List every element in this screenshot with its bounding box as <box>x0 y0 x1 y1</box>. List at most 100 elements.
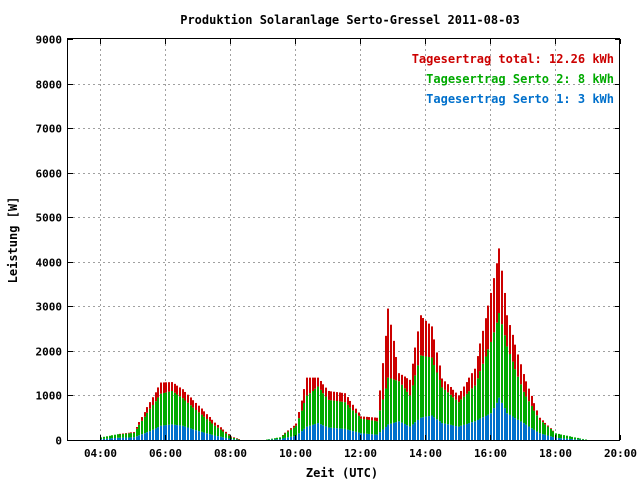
bar-segment <box>282 435 284 436</box>
bar-segment <box>222 437 224 440</box>
bar-segment <box>517 376 519 420</box>
bar-segment <box>368 417 370 420</box>
bar-segment <box>547 435 549 440</box>
bar-segment <box>301 400 303 411</box>
bar-segment <box>184 391 186 401</box>
bar-segment <box>279 439 281 440</box>
bar-segment <box>431 326 433 358</box>
bar-segment <box>122 433 124 434</box>
bar-segment <box>125 433 127 434</box>
bar-segment <box>149 402 151 409</box>
bar-segment <box>366 433 368 440</box>
bar-segment <box>174 392 176 425</box>
bar-segment <box>539 417 541 420</box>
bar-segment <box>471 373 473 389</box>
bar-segment <box>368 419 370 434</box>
bar-segment <box>571 436 573 440</box>
bar-segment <box>328 390 330 400</box>
bar-segment <box>152 405 154 430</box>
chart-title: Produktion Solaranlage Serto-Gressel 201… <box>180 13 520 27</box>
bar-segment <box>563 435 565 439</box>
bar-segment <box>382 363 384 400</box>
bar-segment <box>422 417 424 440</box>
bar-segment <box>349 400 351 408</box>
bar-segment <box>355 408 357 414</box>
bar-segment <box>157 387 159 398</box>
bar-segment <box>493 278 495 333</box>
bar-segment <box>363 419 365 434</box>
bar-segment <box>136 428 138 437</box>
bar-segment <box>114 434 116 438</box>
bar-segment <box>417 419 419 440</box>
bar-segment <box>558 433 560 438</box>
bar-segment <box>195 402 197 410</box>
bar-segment <box>317 377 319 387</box>
bar-segment <box>501 324 503 403</box>
bar-segment <box>401 384 403 423</box>
bar-segment <box>455 399 457 427</box>
bar-segment <box>111 438 113 440</box>
bar-segment <box>498 397 500 440</box>
bar-segment <box>458 395 460 403</box>
bar-segment <box>309 393 311 426</box>
bar-segment <box>314 388 316 424</box>
bar-segment <box>168 382 170 392</box>
bar-segment <box>306 395 308 427</box>
bar-segment <box>552 430 554 432</box>
bar-segment <box>482 330 484 364</box>
bar-segment <box>225 437 227 440</box>
bar-segment <box>374 434 376 440</box>
bar-segment <box>471 422 473 440</box>
bar-segment <box>358 412 360 416</box>
bar-segment <box>422 318 424 356</box>
bar-segment <box>376 421 378 435</box>
bar-segment <box>420 355 422 418</box>
bar-segment <box>385 335 387 389</box>
bar-segment <box>390 378 392 424</box>
bar-segment <box>420 315 422 356</box>
bar-segment <box>171 390 173 425</box>
bar-segment <box>466 423 468 440</box>
x-tick-label: 04:00 <box>84 447 117 460</box>
bar-segment <box>312 377 314 391</box>
bar-segment <box>352 404 354 411</box>
bar-segment <box>433 339 435 366</box>
bar-segment <box>444 423 446 440</box>
bar-segment <box>509 354 511 415</box>
bar-segment <box>439 379 441 422</box>
bar-segment <box>222 429 224 432</box>
bar-segment <box>509 325 511 355</box>
bar-segment <box>195 409 197 431</box>
bar-segment <box>425 416 427 440</box>
bar-segment <box>190 428 192 440</box>
bar-segment <box>330 427 332 440</box>
bar-segment <box>274 438 276 440</box>
bar-segment <box>106 438 108 440</box>
y-tick-label: 4000 <box>36 257 63 270</box>
bar-segment <box>528 426 530 440</box>
bar-segment <box>525 381 527 397</box>
bar-segment <box>339 392 341 402</box>
bar-segment <box>455 426 457 440</box>
x-tick-label: 18:00 <box>539 447 572 460</box>
bar-segment <box>385 388 387 427</box>
bar-segment <box>525 396 527 425</box>
bar-segment <box>146 407 148 413</box>
bar-segment <box>382 399 384 430</box>
bar-segment <box>206 433 208 440</box>
bar-segment <box>209 421 211 435</box>
bar-segment <box>303 403 305 429</box>
bar-segment <box>382 429 384 440</box>
bar-segment <box>531 395 533 406</box>
bar-segment <box>293 436 295 440</box>
bar-segment <box>228 435 230 439</box>
bar-segment <box>506 413 508 440</box>
bar-segment <box>531 428 533 440</box>
legend-entry: Tagesertrag total: 12.26 kWh <box>412 52 614 66</box>
legend-entry: Tagesertrag Serto 2: 8 kWh <box>426 72 614 86</box>
bar-segment <box>122 433 124 438</box>
bar-segment <box>157 397 159 428</box>
bar-segment <box>233 439 235 440</box>
bar-segment <box>374 420 376 435</box>
bar-segment <box>560 434 562 439</box>
